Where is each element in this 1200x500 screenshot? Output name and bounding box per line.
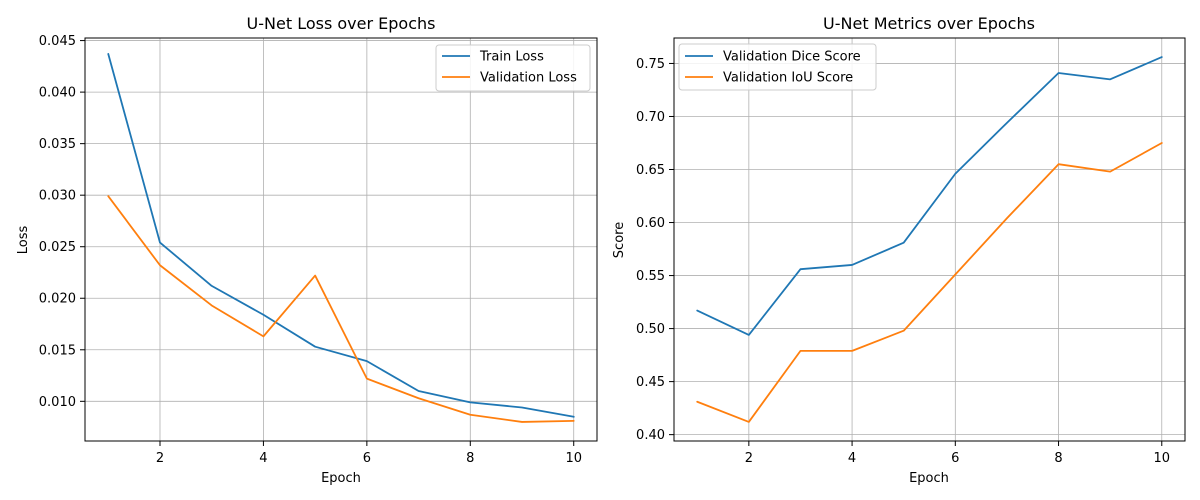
metrics-series-line-0 [696,56,1163,336]
loss-legend-label-train: Train Loss [479,50,544,65]
metrics-y-tick-label: 0.60 [636,216,665,231]
metrics-y-tick-label: 0.75 [636,57,665,72]
loss-y-tick-label: 0.020 [39,292,76,307]
loss-y-tick-label: 0.010 [39,395,76,410]
loss-y-tick-label: 0.015 [39,343,76,358]
metrics-legend-box [678,43,877,91]
metrics-x-tick-label: 8 [1054,451,1062,466]
loss-x-tick-label: 4 [259,451,267,466]
loss-x-tick-label: 8 [466,451,474,466]
loss-chart: 2 4 6 8 10 0.010 0.015 0.020 0.025 0.030 0.035 0.04… [16,14,598,486]
metrics-y-tick-label: 0.45 [636,375,665,390]
loss-y-tick-label: 0.035 [39,137,76,152]
loss-y-tick-label: 0.025 [39,240,76,255]
metrics-x-tick-label: 4 [848,451,856,466]
metrics-x-tick-label: 2 [745,451,753,466]
metrics-y-axis-label: Score [612,222,627,258]
loss-x-tick-label: 6 [363,451,371,466]
loss-legend-box [435,44,591,92]
metrics-y-tick-label: 0.70 [636,110,665,125]
loss-plot-frame [84,37,598,442]
metrics-legend-label-iou: Validation IoU Score [723,71,853,86]
metrics-x-axis-label: Epoch [909,471,949,486]
metrics-series-line-1 [696,142,1163,423]
loss-series-line-0 [107,53,575,418]
metrics-legend: Validation Dice Score Validation IoU Sco… [678,43,877,91]
metrics-y-tick-label: 0.55 [636,269,665,284]
loss-y-tick-label: 0.040 [39,86,76,101]
loss-legend: Train Loss Validation Loss [435,44,591,92]
metrics-y-tick-label: 0.50 [636,322,665,337]
loss-y-tick-label: 0.030 [39,189,76,204]
loss-y-axis-label: Loss [16,226,31,255]
loss-x-axis-label: Epoch [321,471,361,486]
metrics-y-tick-label: 0.65 [636,163,665,178]
metrics-y-tick-label: 0.40 [636,428,665,443]
metrics-x-tick-label: 6 [951,451,959,466]
loss-x-tick-label: 10 [565,451,582,466]
metrics-plot-frame [673,37,1186,442]
loss-x-tick-label: 2 [156,451,164,466]
metrics-legend-label-dice: Validation Dice Score [723,50,861,65]
loss-y-tick-label: 0.045 [39,34,76,49]
metrics-chart: 2 4 6 8 10 0.40 0.45 0.50 0.55 0.60 0.65 0.70 0.75 U… [612,14,1186,486]
metrics-x-tick-label: 10 [1153,451,1170,466]
metrics-chart-title: U-Net Metrics over Epochs [823,14,1035,33]
loss-chart-title: U-Net Loss over Epochs [247,14,436,33]
loss-series-line-1 [107,195,575,423]
loss-legend-label-validation: Validation Loss [480,71,577,86]
